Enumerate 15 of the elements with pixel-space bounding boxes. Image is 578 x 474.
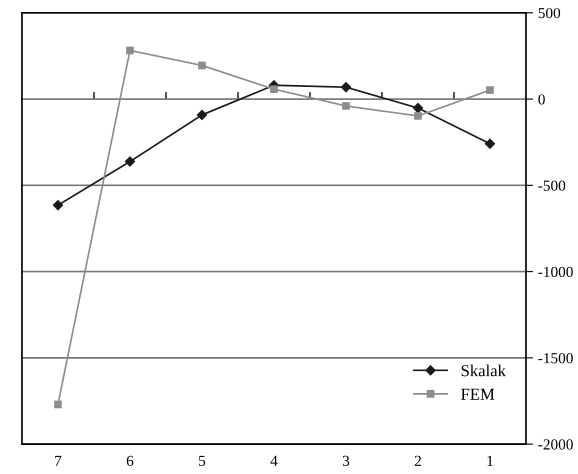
x-tick-label: 1 — [488, 456, 493, 466]
legend-label: Skalak — [462, 364, 506, 376]
x-tick-label: 6 — [126, 456, 134, 466]
x-tick-label: 4 — [270, 456, 278, 466]
x-tick-label: 5 — [199, 456, 206, 466]
x-tick-label: 7 — [55, 456, 62, 466]
y-tick-label: -500 — [538, 180, 566, 191]
x-tick-label: 2 — [414, 456, 421, 466]
y-tick-label: -1500 — [538, 353, 573, 364]
y-tick-label: -1000 — [538, 266, 573, 278]
y-tick-label: 500 — [538, 8, 560, 18]
y-tick-label: 0 — [538, 94, 545, 105]
legend-label: FEM — [461, 388, 494, 400]
y-tick-label: -2000 — [538, 439, 573, 450]
x-tick-label: 3 — [342, 456, 350, 466]
